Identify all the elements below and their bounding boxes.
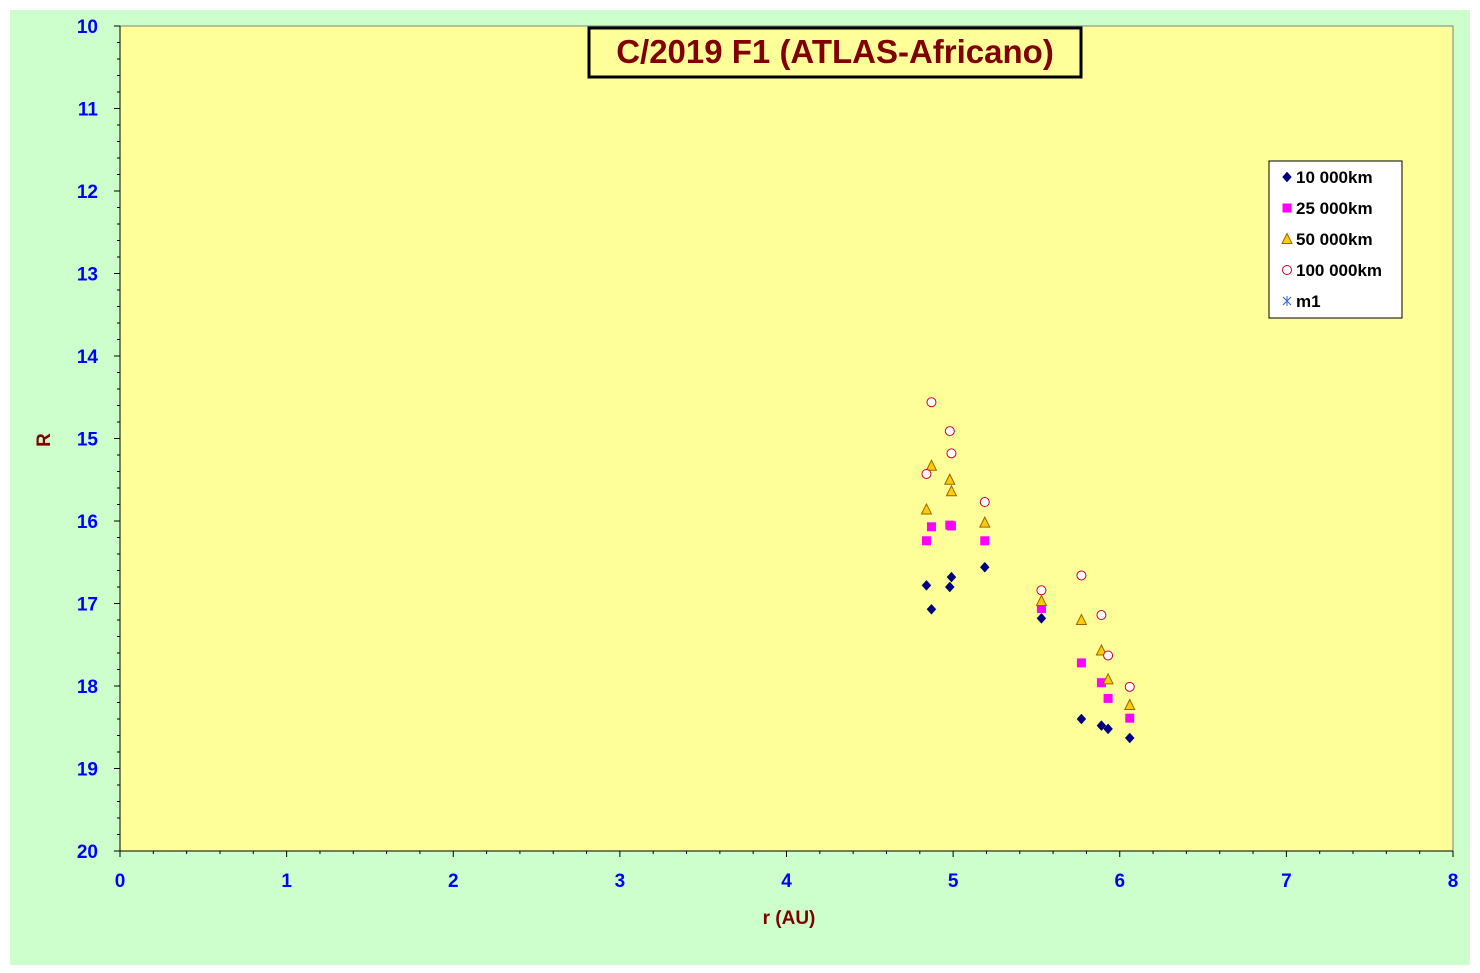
y-tick-label: 18 <box>77 677 98 698</box>
data-point <box>1124 681 1135 692</box>
x-tick-label: 5 <box>948 871 959 892</box>
y-tick-label: 12 <box>77 182 98 203</box>
data-point <box>1123 698 1136 710</box>
data-point <box>926 397 937 408</box>
y-axis-title: R <box>34 433 55 447</box>
data-point <box>1036 585 1047 596</box>
y-tick-label: 20 <box>77 842 98 863</box>
data-point <box>1076 570 1087 581</box>
data-point <box>1096 610 1107 621</box>
data-point <box>921 579 932 591</box>
data-point <box>1036 603 1046 613</box>
data-point <box>921 536 931 546</box>
data-point <box>1103 650 1114 661</box>
legend-marker <box>1282 203 1292 213</box>
series-layer <box>920 397 1136 744</box>
legend-box <box>1268 160 1403 319</box>
data-point <box>1075 613 1088 625</box>
data-point <box>979 497 990 508</box>
x-tick-label: 3 <box>615 871 626 892</box>
data-point <box>1095 643 1108 656</box>
series-0 <box>921 561 1135 744</box>
data-point <box>1035 594 1048 607</box>
legend-marker <box>1282 265 1292 275</box>
data-point <box>946 448 957 459</box>
legend-label: 100 000km <box>1296 261 1382 280</box>
data-point <box>980 536 990 546</box>
legend-marker <box>1281 232 1293 244</box>
y-tick-label: 16 <box>77 512 98 533</box>
y-tick-label: 10 <box>77 17 98 38</box>
data-point <box>946 521 956 531</box>
plot-area <box>119 25 1454 852</box>
y-tick-label: 17 <box>77 595 98 616</box>
legend-label: 10 000km <box>1296 168 1373 187</box>
data-point <box>1096 720 1107 731</box>
legend: 10 000km 25 000km 50 000km 100 000km m1 <box>1268 160 1403 319</box>
data-point <box>1102 672 1114 685</box>
data-point <box>1103 723 1113 735</box>
x-tick-label: 8 <box>1448 871 1459 892</box>
data-point <box>1036 612 1047 624</box>
series-2 <box>920 459 1136 710</box>
series-1 <box>921 520 1135 723</box>
data-point <box>944 426 955 437</box>
chart-title: C/2019 F1 (ATLAS-Africano) <box>616 33 1054 70</box>
legend-label: m1 <box>1296 292 1321 311</box>
chart-title-box: C/2019 F1 (ATLAS-Africano) <box>587 26 1083 79</box>
x-tick-label: 1 <box>281 871 292 892</box>
data-point <box>978 516 991 528</box>
data-point <box>946 571 957 583</box>
data-point <box>925 459 938 471</box>
legend-label: 50 000km <box>1296 230 1373 249</box>
data-point <box>920 502 933 515</box>
y-tick-label: 14 <box>77 347 99 368</box>
x-axis: 0 1 2 3 4 5 6 7 8 <box>115 850 1459 892</box>
x-tick-label: 7 <box>1281 871 1292 892</box>
data-point <box>926 522 936 532</box>
legend-marker <box>1282 171 1292 183</box>
y-tick-label: 15 <box>77 430 99 451</box>
legend-marker <box>1282 296 1292 306</box>
data-point <box>1076 713 1087 725</box>
data-point <box>943 473 956 485</box>
chart-title-border <box>587 26 1083 79</box>
data-point <box>944 581 955 593</box>
x-tick-label: 2 <box>448 871 459 892</box>
data-point <box>979 561 990 573</box>
legend-label: 25 000km <box>1296 199 1373 218</box>
data-point <box>1125 713 1135 723</box>
data-point <box>1076 658 1086 668</box>
series-3 <box>921 397 1135 692</box>
x-tick-label: 4 <box>781 871 792 892</box>
data-point <box>1096 678 1106 688</box>
data-point <box>1124 732 1135 744</box>
data-point <box>945 484 958 497</box>
data-point <box>921 468 932 479</box>
x-tick-label: 0 <box>115 871 126 892</box>
x-axis-title: r (AU) <box>763 908 816 929</box>
data-point <box>926 603 937 615</box>
data-point <box>1103 693 1113 703</box>
y-tick-label: 11 <box>78 100 99 121</box>
y-axis: 10 11 12 13 14 15 16 17 18 19 20 <box>77 17 121 863</box>
y-tick-label: 13 <box>77 265 98 286</box>
x-tick-label: 6 <box>1114 871 1125 892</box>
y-tick-label: 19 <box>77 760 98 781</box>
